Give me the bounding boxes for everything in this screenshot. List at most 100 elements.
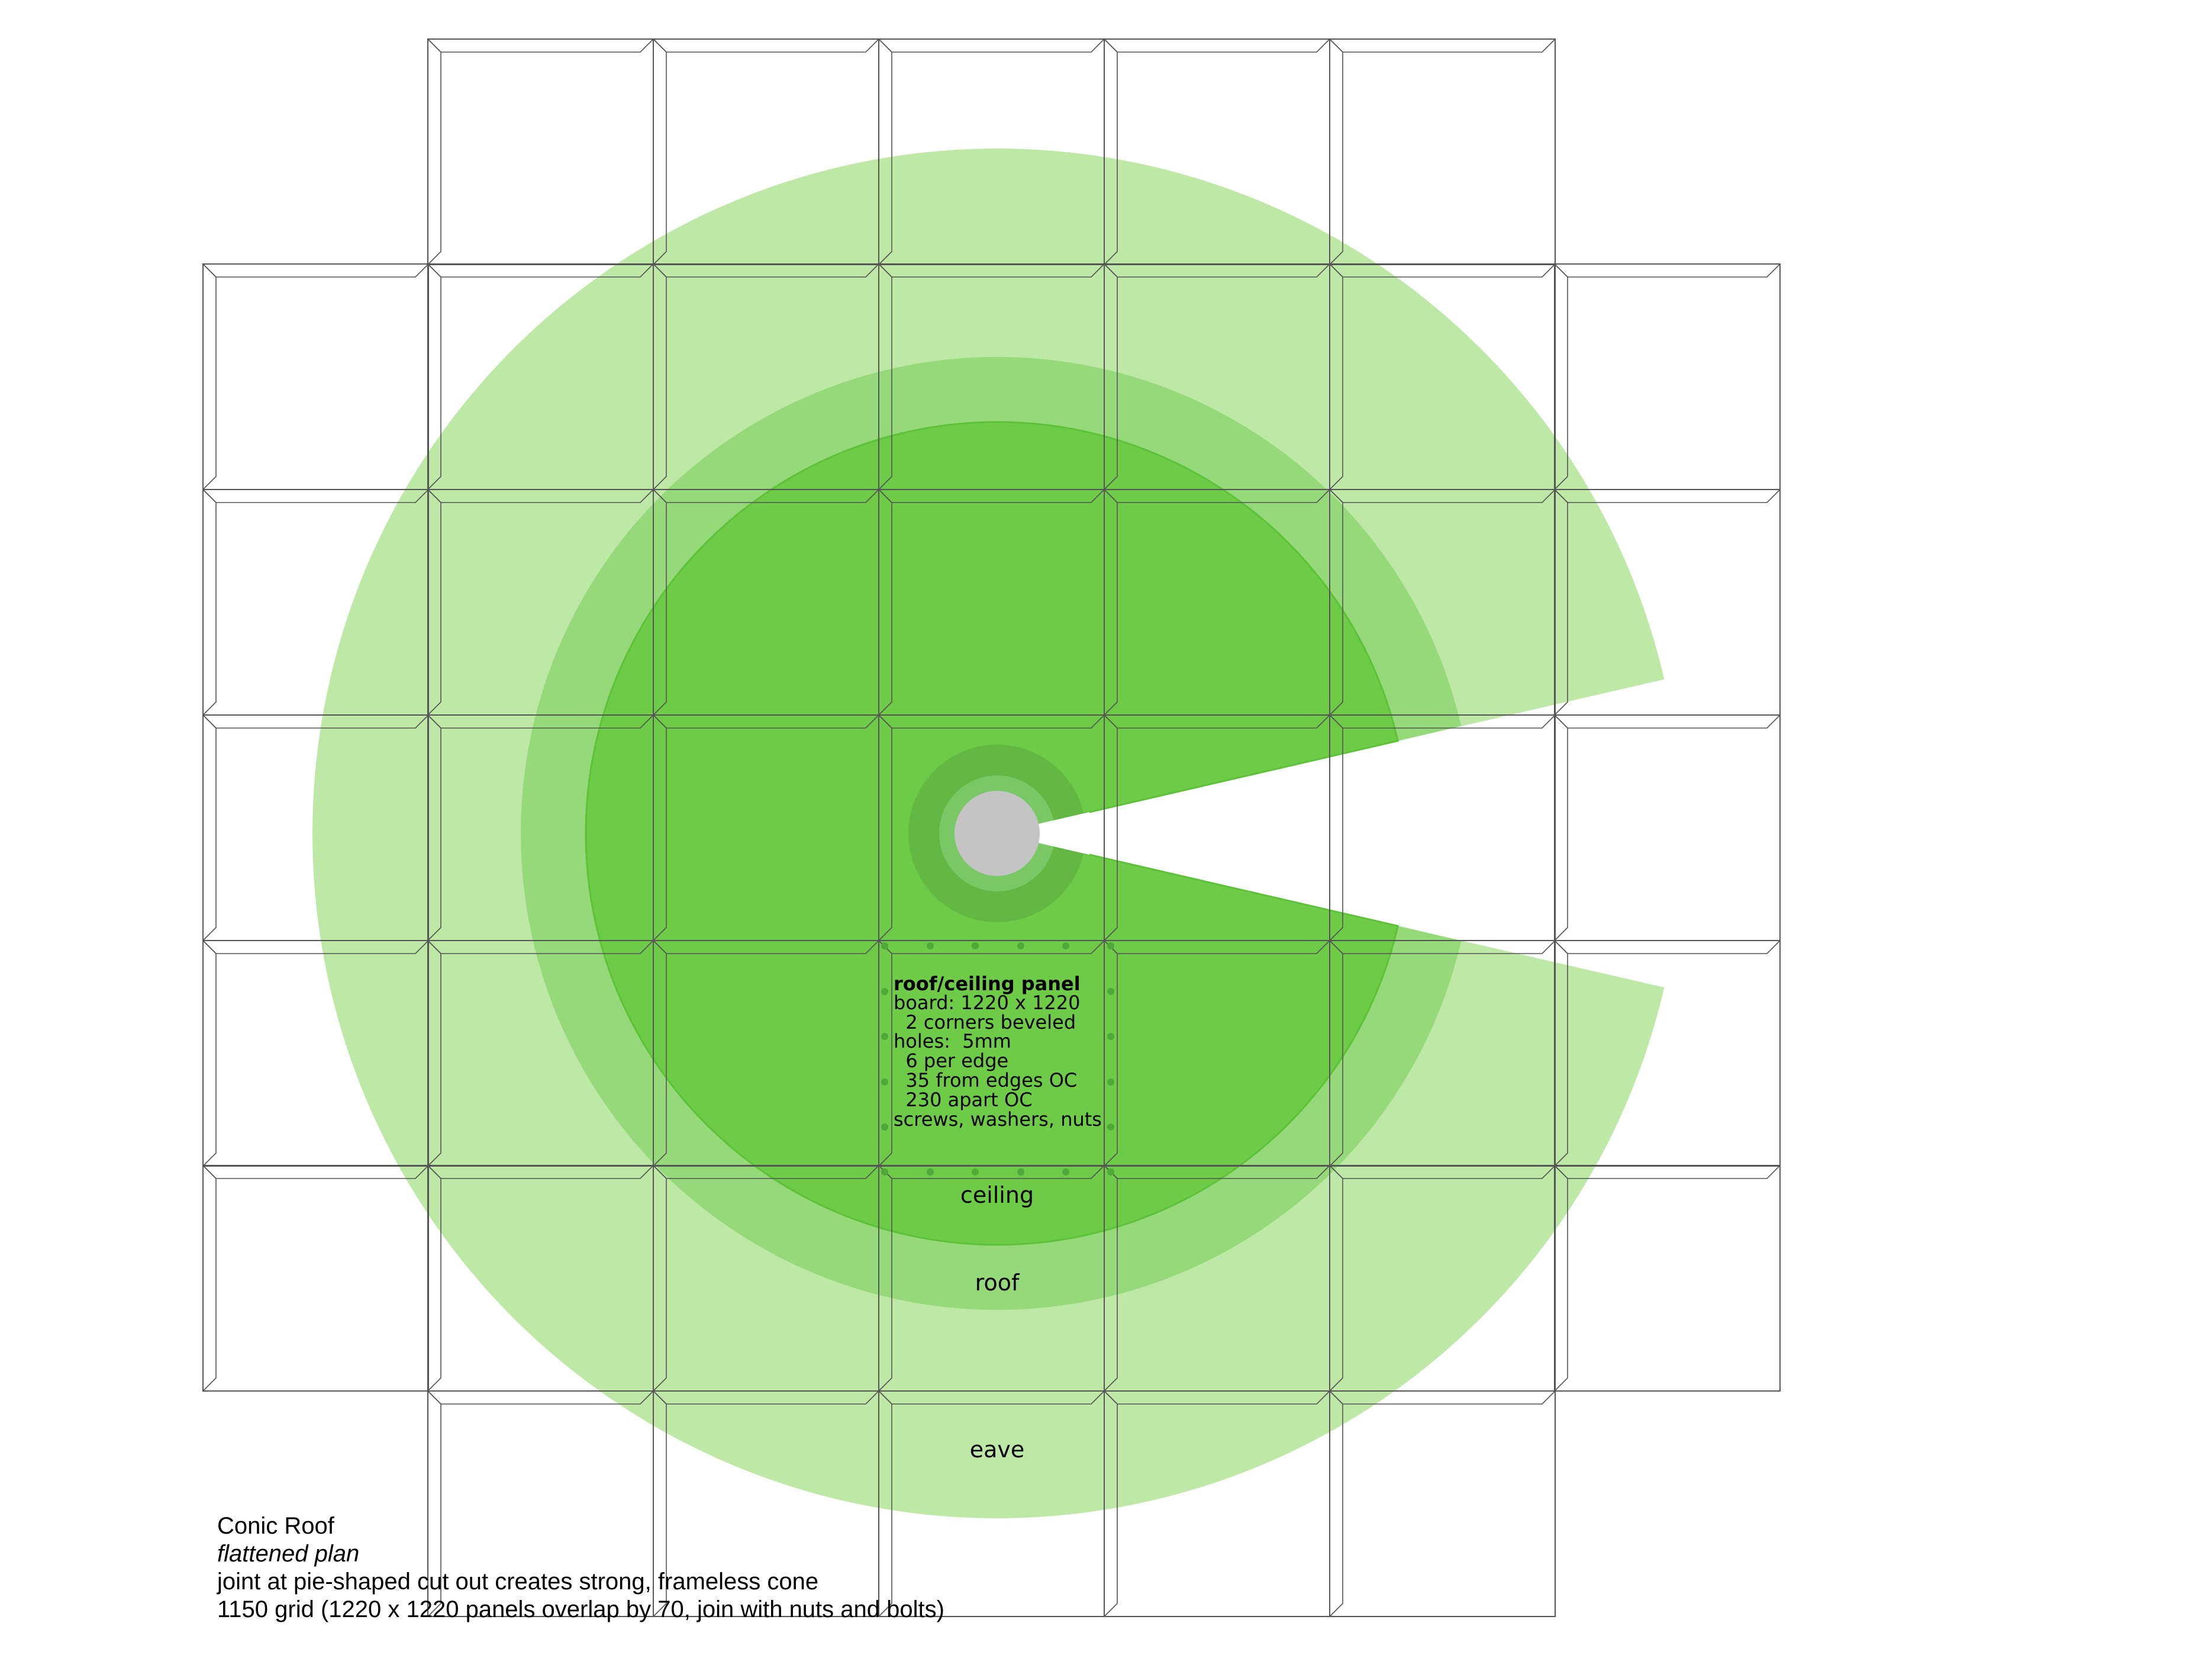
panel-note-line: screws, washers, nuts xyxy=(894,1108,1102,1131)
panel-bevel xyxy=(202,263,217,490)
bolt-hole xyxy=(1062,942,1069,949)
bolt-hole xyxy=(1107,942,1114,949)
caption-title: Conic Roof xyxy=(217,1513,334,1539)
panel-note-line: board: 1220 x 1220 xyxy=(894,991,1081,1014)
panel-note-line: 2 corners beveled xyxy=(894,1011,1076,1033)
panel-bevel xyxy=(653,1390,667,1617)
panel-bevel xyxy=(1554,940,1568,1167)
panel-holes xyxy=(881,942,1114,1176)
panel-bevel xyxy=(202,1165,217,1392)
panel-bevel xyxy=(1329,263,1343,490)
grid-panel xyxy=(1554,714,1781,941)
panel-bevel xyxy=(427,714,441,941)
bolt-hole xyxy=(1017,942,1024,949)
panel-bevel xyxy=(202,489,429,503)
panel-bevel xyxy=(653,714,667,941)
grid-panel xyxy=(1554,1165,1781,1392)
bolt-hole xyxy=(1062,1168,1069,1176)
panel-bevel xyxy=(653,38,667,265)
panel-bevel xyxy=(202,489,217,716)
grid-panel xyxy=(1329,1390,1556,1617)
hub-disc xyxy=(955,791,1040,876)
bolt-hole xyxy=(1107,1078,1114,1086)
panel-bevel xyxy=(878,38,1105,53)
bolt-hole xyxy=(881,988,888,995)
bolt-hole xyxy=(881,942,888,949)
panel-bevel xyxy=(427,38,654,53)
panel-bevel xyxy=(427,38,441,265)
bolt-hole xyxy=(881,1168,888,1176)
panel-note-line: 230 apart OC xyxy=(894,1089,1033,1111)
panel-bevel xyxy=(1329,1390,1343,1617)
panel-bevel xyxy=(1104,38,1330,53)
panel-grid xyxy=(202,38,1781,1617)
caption-line: 1150 grid (1220 x 1220 panels overlap by… xyxy=(217,1596,944,1622)
grid-panel xyxy=(427,38,654,265)
caption-block: Conic Roof flattened plan joint at pie-s… xyxy=(217,1512,944,1624)
bolt-hole xyxy=(1107,988,1114,995)
panel-bevel xyxy=(202,263,429,278)
bolt-hole xyxy=(1107,1168,1114,1176)
grid-panel xyxy=(202,263,429,490)
panel-bevel xyxy=(653,38,879,53)
ceiling-label: ceiling xyxy=(960,1182,1034,1208)
panel-bevel xyxy=(202,940,217,1167)
bolt-hole xyxy=(927,942,934,949)
bolt-hole xyxy=(972,942,979,949)
panel-bevel xyxy=(1554,489,1568,716)
panel-bevel xyxy=(1554,1165,1568,1392)
panel-bevel xyxy=(653,489,667,716)
panel-note-line: holes: 5mm xyxy=(894,1030,1011,1052)
panel-bevel xyxy=(1329,38,1343,265)
panel-bevel xyxy=(202,1165,429,1179)
panel-bevel xyxy=(1329,940,1343,1167)
panel-bevel xyxy=(1329,489,1343,716)
panel-bevel xyxy=(878,714,892,941)
panel-bevel xyxy=(1554,714,1781,729)
panel-bevel xyxy=(427,263,441,490)
panel-bevel xyxy=(427,1165,441,1392)
grid-panel xyxy=(1554,263,1781,490)
panel-bevel xyxy=(653,263,667,490)
panel-bevel xyxy=(1554,714,1568,941)
panel-bevel xyxy=(1329,714,1343,941)
bolt-hole xyxy=(1017,1168,1024,1176)
panel-bevel xyxy=(653,940,667,1167)
caption-line: joint at pie-shaped cut out creates stro… xyxy=(217,1569,819,1595)
panel-bevel xyxy=(427,489,441,716)
bolt-hole xyxy=(881,1123,888,1131)
grid-panel xyxy=(202,1165,429,1392)
panel-bevel xyxy=(427,1390,441,1617)
panel-bevel xyxy=(1104,38,1118,265)
panel-bevel xyxy=(878,489,892,716)
panel-bevel xyxy=(427,940,441,1167)
bolt-hole xyxy=(881,1078,888,1086)
panel-bevel xyxy=(878,263,892,490)
panel-bevel xyxy=(1104,1390,1118,1617)
grid-panel xyxy=(1329,38,1556,265)
panel-bevel xyxy=(653,1165,667,1392)
hub-cutout xyxy=(997,812,1089,855)
bolt-hole xyxy=(1107,1123,1114,1131)
panel-note-line: 6 per edge xyxy=(894,1049,1008,1072)
panel-note-title: roof/ceiling panel xyxy=(894,973,1081,995)
panel-bevel xyxy=(1104,714,1118,941)
bolt-hole xyxy=(927,1168,934,1176)
caption-subtitle: flattened plan xyxy=(217,1541,360,1567)
panel-bevel xyxy=(1329,38,1556,53)
panel-note: roof/ceiling panel board: 1220 x 1220 2 … xyxy=(894,973,1102,1131)
panel-bevel xyxy=(1554,263,1568,490)
panel-bevel xyxy=(1554,263,1781,278)
panel-bevel xyxy=(1104,489,1118,716)
panel-bevel xyxy=(1329,1165,1343,1392)
panel-bevel xyxy=(1554,940,1781,954)
eave-label: eave xyxy=(970,1437,1025,1463)
panel-bevel xyxy=(878,38,892,265)
bolt-hole xyxy=(1107,1033,1114,1040)
panel-note-line: 35 from edges OC xyxy=(894,1069,1077,1091)
panel-bevel xyxy=(878,1390,892,1617)
panel-bevel xyxy=(202,714,217,941)
panel-bevel xyxy=(1104,263,1118,490)
bolt-hole xyxy=(881,1033,888,1040)
